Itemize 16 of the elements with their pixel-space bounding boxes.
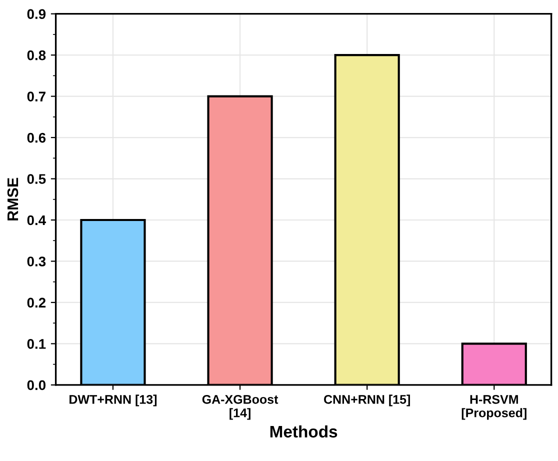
y-tick-label: 0.4	[27, 215, 46, 226]
y-tick-label: 0.8	[27, 50, 46, 60]
y-tick-label: 0.9	[27, 9, 46, 19]
y-tick-label: 0.1	[27, 339, 46, 349]
y-tick-label: 0.7	[27, 92, 46, 102]
x-tick-label: GA-XGBoost [14]	[202, 394, 278, 420]
x-axis-title: Methods	[270, 425, 338, 438]
x-tick-label: DWT+RNN [13]	[70, 394, 157, 406]
y-axis-title: RMSE	[7, 178, 18, 220]
x-tick-label: H-RSVM [Proposed]	[462, 394, 526, 420]
y-tick-label: 0.5	[27, 174, 46, 184]
y-tick-label: 0.2	[27, 298, 46, 308]
y-tick-label: 0.6	[27, 132, 46, 143]
y-tick-label: 0.3	[27, 256, 46, 266]
y-tick-label: 0.0	[27, 380, 46, 390]
x-tick-label: CNN+RNN [15]	[324, 394, 410, 406]
